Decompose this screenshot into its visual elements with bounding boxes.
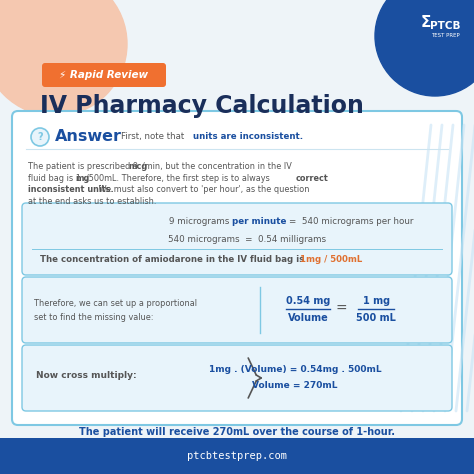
- Circle shape: [0, 0, 127, 116]
- Text: =: =: [336, 302, 347, 316]
- Text: at the end asks us to establish.: at the end asks us to establish.: [28, 197, 156, 206]
- Text: 1mg . (Volume) = 0.54mg . 500mL: 1mg . (Volume) = 0.54mg . 500mL: [209, 365, 381, 374]
- Text: PTCB: PTCB: [430, 21, 460, 31]
- FancyBboxPatch shape: [22, 277, 452, 343]
- Text: mcg: mcg: [128, 162, 147, 171]
- Text: correct: correct: [296, 173, 329, 182]
- Text: /500mL. Therefore, the first step is to always: /500mL. Therefore, the first step is to …: [86, 173, 273, 182]
- Text: units are inconsistent.: units are inconsistent.: [193, 131, 303, 140]
- Text: ?: ?: [37, 132, 43, 142]
- Text: =  540 micrograms per hour: = 540 micrograms per hour: [289, 217, 413, 226]
- Text: ptcbtestprep.com: ptcbtestprep.com: [187, 451, 287, 461]
- Text: The patient is prescribed 9: The patient is prescribed 9: [28, 162, 141, 171]
- Text: 540 micrograms  =  0.54 milligrams: 540 micrograms = 0.54 milligrams: [168, 235, 326, 244]
- Text: The patient will receive 270mL over the course of 1-hour.: The patient will receive 270mL over the …: [79, 427, 395, 437]
- Text: ⚡ Rapid Review: ⚡ Rapid Review: [59, 70, 148, 80]
- Circle shape: [31, 128, 49, 146]
- FancyBboxPatch shape: [12, 111, 462, 425]
- FancyBboxPatch shape: [42, 63, 166, 87]
- Text: Therefore, we can set up a proportional: Therefore, we can set up a proportional: [34, 300, 197, 309]
- Circle shape: [375, 0, 474, 96]
- Text: Answer: Answer: [55, 128, 122, 144]
- Text: /min, but the concentration in the IV: /min, but the concentration in the IV: [142, 162, 292, 171]
- Text: 1mg / 500mL: 1mg / 500mL: [300, 255, 362, 264]
- Text: inconsistent units.: inconsistent units.: [28, 185, 114, 194]
- Text: 9 micrograms: 9 micrograms: [169, 217, 232, 226]
- Text: The concentration of amiodarone in the IV fluid bag is: The concentration of amiodarone in the I…: [40, 255, 307, 264]
- Text: mg: mg: [75, 173, 89, 182]
- Text: IV Pharmacy Calculation: IV Pharmacy Calculation: [40, 94, 364, 118]
- Text: TEST PREP: TEST PREP: [430, 33, 459, 37]
- Text: Σ: Σ: [421, 15, 431, 29]
- Text: per minute: per minute: [232, 217, 286, 226]
- Text: First, note that: First, note that: [121, 131, 187, 140]
- Text: We must also convert to 'per hour', as the question: We must also convert to 'per hour', as t…: [96, 185, 310, 194]
- Text: Now cross multiply:: Now cross multiply:: [36, 371, 137, 380]
- Text: Volume = 270mL: Volume = 270mL: [252, 382, 338, 391]
- FancyBboxPatch shape: [0, 438, 474, 474]
- Text: set to find the missing value:: set to find the missing value:: [34, 312, 154, 321]
- Text: 0.54 mg: 0.54 mg: [286, 296, 330, 306]
- Text: 1 mg: 1 mg: [363, 296, 390, 306]
- Text: 500 mL: 500 mL: [356, 313, 396, 323]
- Text: fluid bag is 1: fluid bag is 1: [28, 173, 83, 182]
- FancyBboxPatch shape: [22, 345, 452, 411]
- FancyBboxPatch shape: [22, 203, 452, 275]
- Text: Volume: Volume: [288, 313, 328, 323]
